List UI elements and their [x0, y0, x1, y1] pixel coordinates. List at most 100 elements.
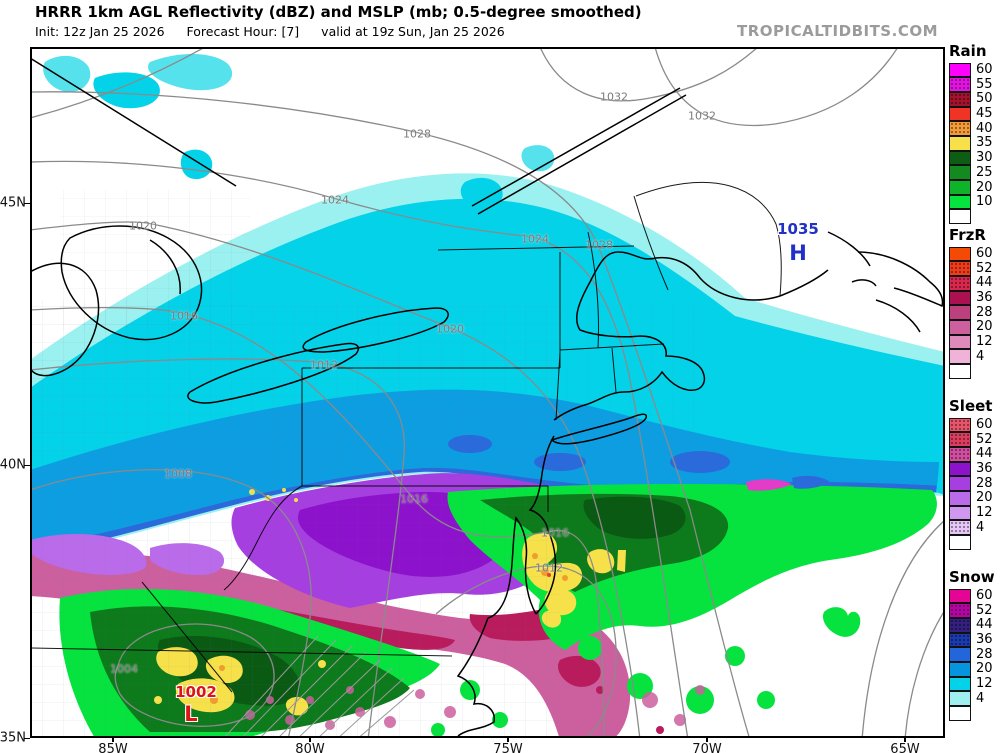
- legend-value: 60: [976, 588, 993, 603]
- legend-swatch: [949, 275, 971, 291]
- legend-swatch: [949, 180, 971, 195]
- legend-swatch: [949, 106, 971, 122]
- legend-swatch: [949, 446, 971, 462]
- legend-value: 52: [976, 431, 993, 447]
- legend-value: 28: [976, 646, 993, 662]
- legend-value: 10: [976, 194, 993, 210]
- state-borders: [32, 181, 782, 693]
- legend-swatch: [949, 706, 971, 721]
- legend-entry: 20: [949, 320, 993, 335]
- legend-entry: 4: [949, 691, 995, 707]
- legend-value: 35: [976, 135, 993, 151]
- legend-value: 20: [976, 661, 993, 677]
- coastline: [32, 58, 943, 736]
- legend-swatch: [949, 77, 971, 92]
- lon-tick: [706, 736, 708, 742]
- mslp-contour-label: 1032: [688, 109, 716, 123]
- legend-swatch: [949, 661, 971, 677]
- legend-entry: 28: [949, 646, 995, 663]
- legend-swatch: [949, 364, 971, 379]
- init-time: Init: 12z Jan 25 2026: [35, 24, 165, 39]
- legend-value: 40: [976, 120, 993, 136]
- legend-value: 60: [976, 417, 993, 432]
- legend-entry: [949, 209, 993, 225]
- pressure-center-value: 1002: [175, 683, 217, 701]
- lon-tick: [112, 736, 114, 742]
- legend-entry: 44: [949, 447, 993, 462]
- legend-swatch: [949, 490, 971, 506]
- legend-swatch: [949, 209, 971, 225]
- legend-entry: 60: [949, 62, 993, 78]
- legend-swatch: [949, 535, 971, 550]
- mslp-contour-label: 1012: [535, 561, 563, 575]
- legend-value: 52: [976, 602, 993, 618]
- legend-entry: 60: [949, 417, 993, 433]
- legend-swatch: [949, 194, 971, 210]
- mslp-contour-label: 1020: [436, 322, 464, 336]
- legend-entry: 44: [949, 276, 993, 291]
- legend-value: 20: [976, 179, 993, 195]
- legend-swatch: [949, 588, 971, 604]
- lat-tick: [24, 737, 30, 739]
- legend-swatch: [949, 91, 971, 107]
- legend-entry: 20: [949, 179, 993, 196]
- legend-swatch: [949, 520, 971, 535]
- legend-value: 28: [976, 475, 993, 491]
- mslp-contour-label: 1020: [129, 219, 157, 233]
- legend-swatch: [949, 476, 971, 491]
- lat-tick-label: 35N: [0, 730, 26, 746]
- legend-swatch: [949, 305, 971, 320]
- legend-entry: [949, 706, 995, 722]
- mslp-contour-label: 1016: [400, 492, 428, 506]
- lat-tick-label: 40N: [0, 457, 26, 473]
- legend-swatch: [949, 135, 971, 151]
- legend-value: 36: [976, 632, 993, 648]
- legend-entry: 60: [949, 588, 995, 604]
- legend-value: 20: [976, 490, 993, 506]
- mslp-contour-label: 1024: [521, 232, 549, 246]
- valid-time: valid at 19z Sun, Jan 25 2026: [321, 24, 505, 39]
- legend-value: 44: [976, 446, 993, 462]
- legend-entry: 20: [949, 662, 995, 677]
- legend-entry: 28: [949, 305, 993, 321]
- lat-tick: [24, 202, 30, 204]
- lon-tick-label: 65W: [890, 742, 920, 753]
- legend-entry: 4: [949, 348, 993, 365]
- legend-swatch: [949, 150, 971, 166]
- forecast-hour: Forecast Hour: [7]: [186, 24, 300, 39]
- legend-entry: 52: [949, 602, 995, 619]
- legend-value: 55: [976, 76, 993, 92]
- legend-entry: 60: [949, 246, 993, 262]
- subtitle: Init: 12z Jan 25 2026 Forecast Hour: [7]…: [35, 24, 523, 39]
- legend-value: 45: [976, 106, 993, 122]
- mslp-contours: [32, 49, 943, 736]
- legend-swatch: [949, 691, 971, 706]
- legend-swatch: [949, 246, 971, 262]
- legend-value: 20: [976, 319, 993, 335]
- legend-entry: 45: [949, 106, 993, 122]
- legend-entry: 36: [949, 632, 995, 648]
- legend-swatch: [949, 334, 971, 350]
- legend-swatch: [949, 432, 971, 447]
- terrain-hatch: [225, 635, 415, 736]
- legend-entry: 36: [949, 290, 993, 306]
- mslp-contour-label: 1024: [321, 193, 349, 207]
- legend-entry: 44: [949, 618, 995, 633]
- legend-value: 44: [976, 617, 993, 633]
- legend-section-snow: Snow 60 52 44 36 28 20 12 4: [949, 568, 995, 721]
- lon-tick: [309, 736, 311, 742]
- legend-value: 4: [976, 348, 985, 364]
- legend-swatch: [949, 461, 971, 477]
- site-watermark: TROPICALTIDBITS.COM: [737, 22, 938, 40]
- legend-swatch: [949, 290, 971, 306]
- legend-value: 36: [976, 290, 993, 306]
- mslp-contour-label: 1012: [310, 358, 338, 372]
- legend-swatch: [949, 349, 971, 364]
- legend-section-title: FrzR: [949, 226, 986, 244]
- legend-swatch: [949, 417, 971, 433]
- legend-entry: 10: [949, 194, 993, 210]
- legend-value: 12: [976, 505, 993, 521]
- lon-tick-label: 80W: [295, 742, 325, 753]
- legend-entry: 4: [949, 520, 993, 536]
- legend-entry: 25: [949, 165, 993, 181]
